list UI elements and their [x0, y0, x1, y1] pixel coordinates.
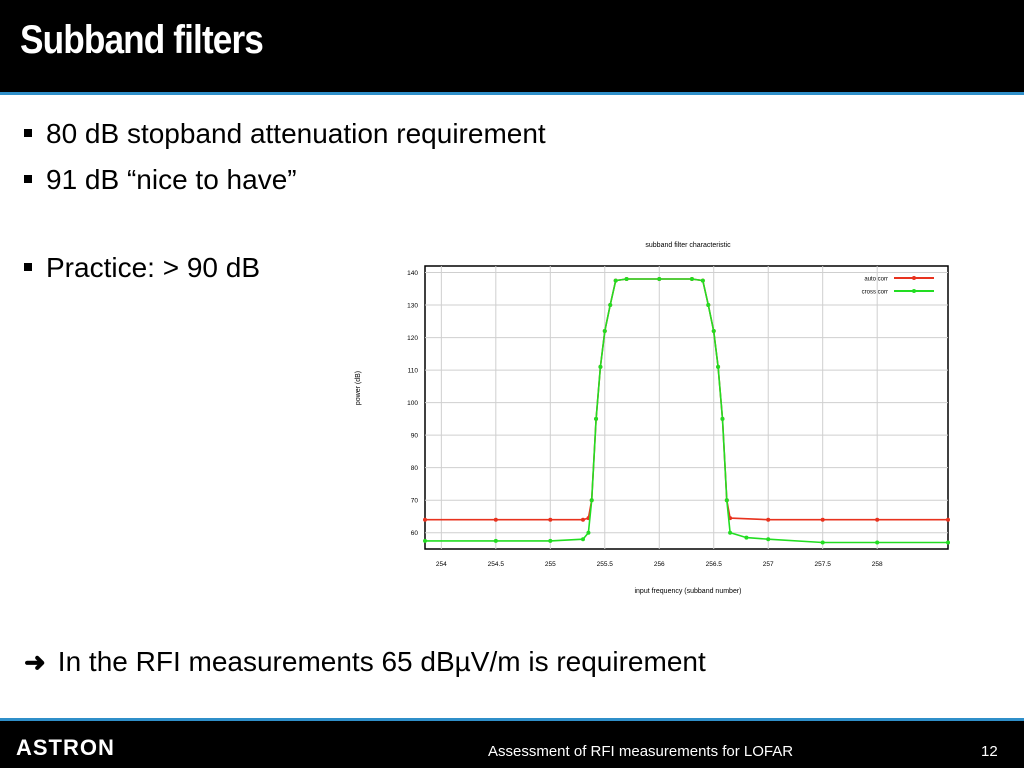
data-point: [589, 498, 594, 503]
footer-divider: [0, 718, 1024, 721]
data-point: [548, 517, 553, 522]
data-point: [608, 303, 613, 308]
chart-title: subband filter characteristic: [645, 242, 731, 249]
conclusion-line: ➜ In the RFI measurements 65 dBµV/m is re…: [24, 646, 706, 678]
data-point: [598, 364, 603, 369]
astron-logo: ASTRON: [16, 735, 115, 760]
conclusion-text: In the RFI measurements 65 dBµV/m is req…: [57, 646, 706, 677]
square-bullet-icon: [24, 129, 32, 137]
square-bullet-icon: [24, 263, 32, 271]
bullet-text: 80 dB stopband attenuation requirement: [46, 118, 546, 149]
bullet-item-1: 80 dB stopband attenuation requirement: [24, 118, 546, 150]
header-divider: [0, 92, 1024, 95]
legend-marker: [912, 289, 916, 293]
data-point: [689, 277, 694, 282]
data-point: [586, 530, 591, 535]
data-point: [711, 329, 716, 334]
data-point: [613, 278, 618, 283]
data-point: [602, 329, 607, 334]
data-point: [946, 540, 950, 545]
footer-caption: Assessment of RFI measurements for LOFAR: [488, 743, 794, 760]
data-point: [548, 538, 553, 543]
data-point: [728, 530, 733, 535]
square-bullet-icon: [24, 175, 32, 183]
y-tick-label: 90: [411, 433, 419, 440]
data-point: [657, 277, 662, 282]
y-tick-label: 120: [407, 335, 418, 342]
bullet-text: 91 dB “nice to have”: [46, 164, 297, 195]
y-tick-label: 80: [411, 465, 419, 472]
bullet-item-3: Practice: > 90 dB: [24, 252, 260, 284]
data-point: [716, 364, 721, 369]
data-point: [493, 517, 498, 522]
y-tick-label: 70: [411, 498, 419, 505]
arrow-right-icon: ➜: [24, 647, 46, 677]
x-tick-label: 254.5: [488, 561, 505, 568]
subband-filter-chart: subband filter characteristic power (dB)…: [355, 242, 950, 595]
data-point: [706, 303, 711, 308]
slide-footer: ASTRON Assessment of RFI measurements fo…: [0, 721, 1024, 768]
y-tick-label: 110: [408, 368, 419, 375]
legend-label: cross corr: [862, 290, 888, 296]
data-point: [423, 538, 427, 543]
x-tick-label: 256.5: [706, 561, 723, 568]
data-point: [946, 517, 950, 522]
y-tick-label: 130: [407, 303, 418, 310]
data-point: [766, 537, 771, 542]
data-point: [766, 517, 771, 522]
data-point: [580, 517, 585, 522]
x-tick-label: 255.5: [597, 561, 614, 568]
x-tick-label: 257: [763, 561, 774, 568]
x-axis-label: input frequency (subband number): [634, 588, 741, 595]
x-tick-label: 257.5: [815, 561, 832, 568]
bullet-text: Practice: > 90 dB: [46, 252, 261, 283]
slide-header: Subband filters: [0, 0, 1024, 92]
data-point: [875, 517, 880, 522]
legend-label: auto corr: [864, 277, 888, 283]
y-tick-label: 60: [411, 530, 419, 537]
data-point: [720, 416, 725, 421]
y-tick-label: 140: [407, 270, 418, 277]
data-point: [820, 540, 825, 545]
data-point: [580, 537, 585, 542]
x-tick-label: 258: [872, 561, 883, 568]
data-point: [820, 517, 825, 522]
series-line-cross-corr: [425, 278, 948, 544]
x-tick-label: 255: [545, 561, 556, 568]
data-point: [875, 540, 880, 545]
bullet-item-2: 91 dB “nice to have”: [24, 164, 297, 196]
data-point: [423, 517, 427, 522]
data-point: [744, 535, 749, 540]
plot-frame: [424, 265, 949, 550]
slide-title: Subband filters: [20, 18, 264, 62]
y-axis-label: power (dB): [355, 371, 362, 405]
x-tick-label: 254: [436, 561, 447, 568]
data-point: [624, 277, 629, 282]
x-tick-label: 256: [654, 561, 665, 568]
legend-marker: [912, 276, 916, 280]
data-point: [594, 416, 599, 421]
data-point: [700, 278, 705, 283]
y-tick-label: 100: [407, 400, 418, 407]
data-point: [724, 498, 729, 503]
page-number: 12: [981, 743, 998, 760]
data-point: [493, 538, 498, 543]
